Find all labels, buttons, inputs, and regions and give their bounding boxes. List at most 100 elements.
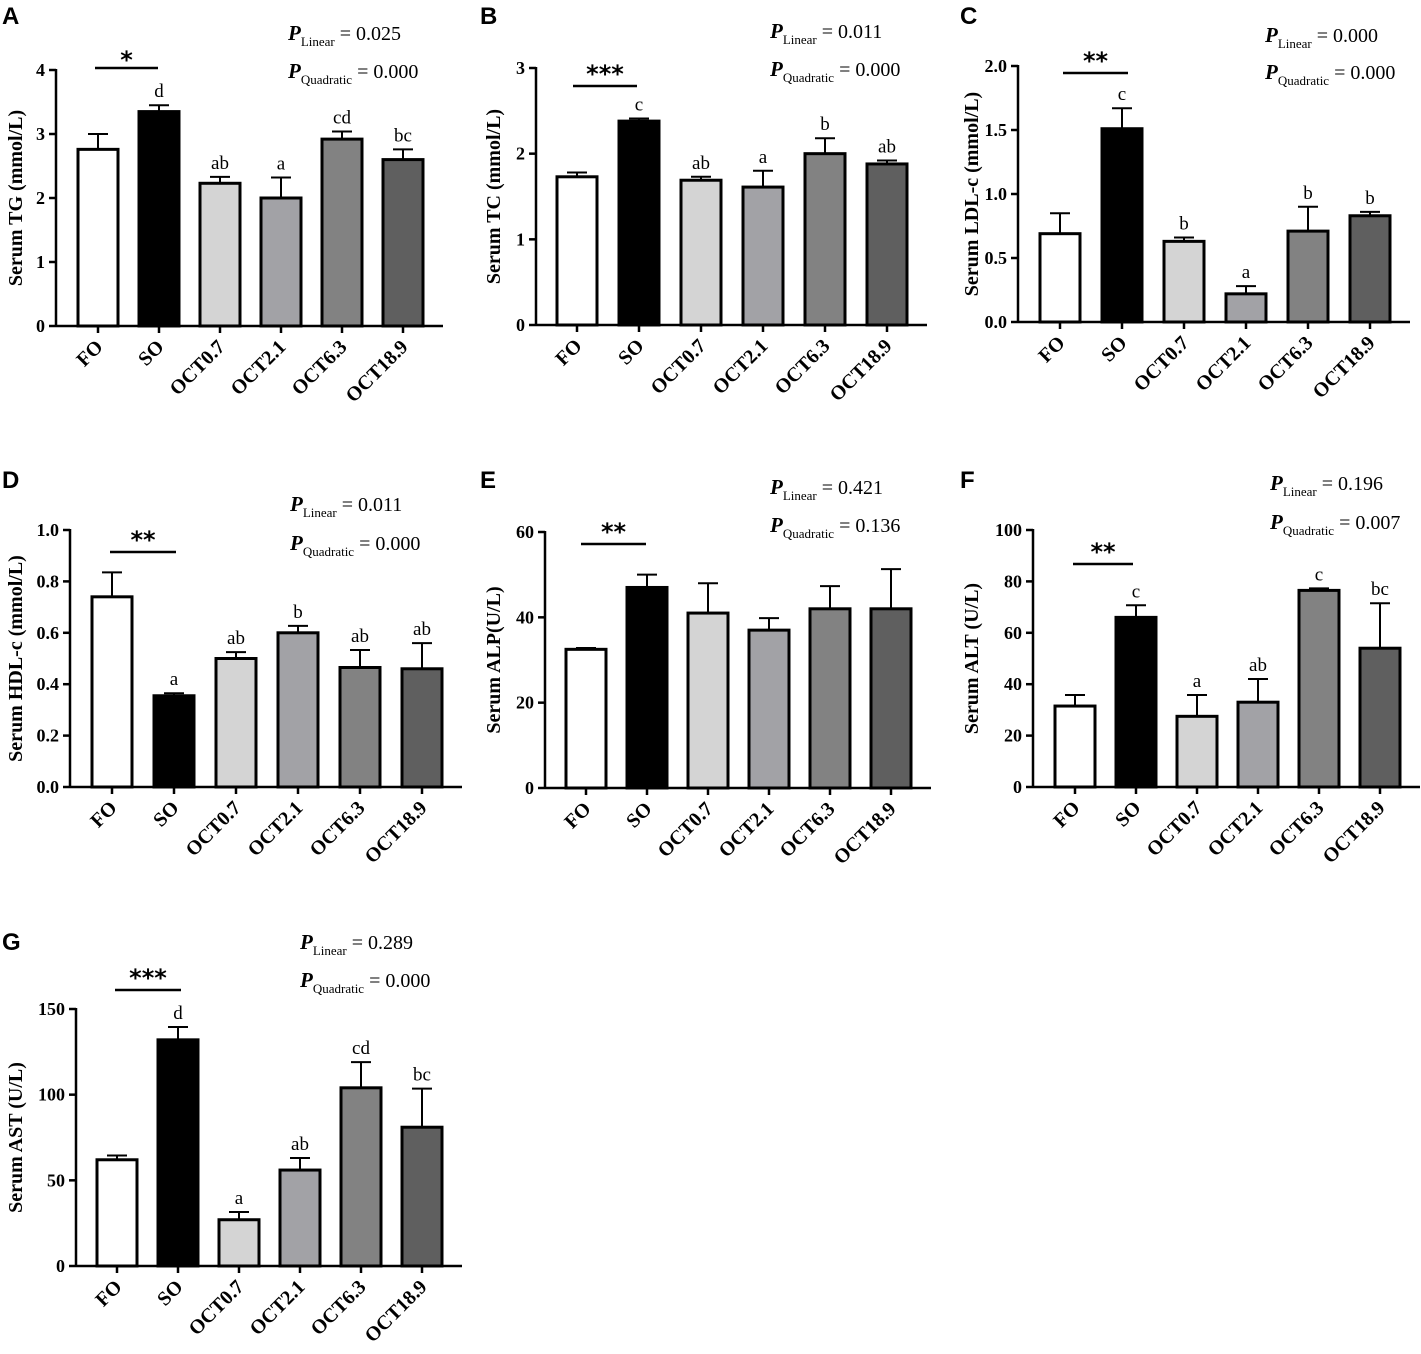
y-tick-label: 1 [516, 229, 525, 249]
bar-oct0-7 [198, 181, 242, 328]
bar-oct0-7 [679, 178, 723, 327]
bar-oct18-9 [400, 1125, 444, 1268]
sig-letter-oct2-1: a [759, 147, 768, 168]
bar-oct18-9 [1348, 214, 1392, 324]
sig-letter-oct0-7: b [1179, 214, 1189, 235]
y-tick-label: 1 [36, 252, 45, 272]
sig-letter-so: d [154, 81, 164, 102]
y-tick-label: 0.2 [37, 726, 60, 746]
significance-stars: ** [601, 518, 627, 546]
significance-stars: *** [129, 964, 167, 992]
x-category-label: OCT0.7 [647, 335, 711, 399]
panel-label-d: D [2, 467, 19, 494]
y-tick-label: 150 [38, 999, 65, 1019]
sig-letter-oct2-1: ab [291, 1134, 309, 1155]
bar-oct6-3 [320, 137, 364, 328]
p-quadratic-value: PQuadratic = 0.000 [769, 57, 900, 85]
y-axis-label: Serum TG (mmol/L) [5, 110, 27, 286]
x-category-label: OCT6.3 [306, 797, 370, 861]
p-quadratic-value: PQuadratic = 0.000 [299, 968, 430, 996]
x-category-label: FO [551, 335, 586, 370]
sig-letter-oct6-3: b [820, 114, 830, 135]
significance-stars: ** [1083, 47, 1109, 75]
sig-letter-oct18-9: b [1365, 188, 1375, 209]
panel-label-a: A [2, 3, 19, 30]
p-quadratic-value: PQuadratic = 0.007 [1269, 510, 1400, 538]
x-category-label: OCT18.9 [361, 797, 432, 868]
panel-a: A 0 1 2 3 4 Serum TG (mmol/L) FO d SO ab OCT0.7 a OCT… [2, 3, 443, 407]
bar-oct18-9 [400, 667, 444, 789]
bar-fo [1038, 232, 1082, 324]
x-category-label: OCT2.1 [227, 336, 291, 400]
sig-letter-oct6-3: ab [351, 626, 369, 647]
y-tick-label: 100 [38, 1085, 65, 1105]
x-category-label: SO [153, 1276, 187, 1310]
sig-letter-oct6-3: c [1315, 564, 1323, 585]
panel-label-g: G [2, 929, 21, 956]
x-category-label: OCT18.9 [342, 336, 413, 407]
y-tick-label: 0 [525, 778, 534, 798]
bar-oct2-1 [259, 196, 303, 328]
bar-oct0-7 [686, 611, 730, 790]
bar-oct0-7 [214, 657, 258, 789]
x-category-label: SO [614, 335, 648, 369]
y-tick-label: 0 [1013, 777, 1022, 797]
significance-stars: ** [130, 526, 156, 554]
x-category-label: SO [149, 797, 183, 831]
bar-oct2-1 [278, 1168, 322, 1268]
y-tick-label: 100 [995, 520, 1022, 540]
y-tick-label: 0.8 [37, 571, 60, 591]
x-category-label: FO [1034, 332, 1069, 367]
y-tick-label: 0 [516, 315, 525, 335]
panel-label-f: F [960, 467, 975, 494]
bar-oct6-3 [338, 665, 382, 789]
y-tick-label: 2.0 [985, 56, 1008, 76]
bar-fo [1053, 704, 1097, 789]
x-category-label: OCT2.1 [246, 1276, 310, 1340]
bar-fo [90, 595, 134, 789]
y-tick-label: 0.4 [37, 674, 60, 694]
x-category-label: FO [86, 797, 121, 832]
y-tick-label: 40 [1004, 674, 1022, 694]
y-tick-label: 0.0 [985, 312, 1008, 332]
y-tick-label: 1.5 [985, 120, 1008, 140]
y-tick-label: 1.0 [37, 520, 60, 540]
bar-fo [95, 1158, 139, 1268]
x-category-label: OCT18.9 [1319, 797, 1390, 868]
x-category-label: OCT6.3 [1254, 332, 1318, 396]
x-category-label: OCT6.3 [771, 335, 835, 399]
x-category-label: OCT0.7 [1143, 797, 1207, 861]
bar-oct0-7 [1175, 714, 1219, 789]
sig-letter-oct18-9: bc [1371, 579, 1389, 600]
p-linear-value: PLinear = 0.000 [1264, 23, 1378, 51]
sig-letter-oct6-3: cd [352, 1038, 370, 1059]
significance-stars: * [120, 46, 133, 74]
y-tick-label: 0 [36, 316, 45, 336]
x-category-label: OCT0.7 [654, 798, 718, 862]
x-category-label: FO [72, 336, 107, 371]
panel-b: B 0 1 2 3 Serum TC (mmol/L) FO c SO ab OCT0.7 a OCT2… [480, 3, 927, 406]
panel-label-e: E [480, 467, 496, 494]
y-tick-label: 3 [36, 124, 45, 144]
sig-letter-oct6-3: cd [333, 107, 351, 128]
p-quadratic-value: PQuadratic = 0.000 [287, 59, 418, 87]
sig-letter-oct2-1: b [293, 602, 303, 623]
p-linear-value: PLinear = 0.011 [289, 492, 402, 520]
sig-letter-so: c [1118, 84, 1126, 105]
y-axis-label: Serum TC (mmol/L) [483, 109, 505, 284]
y-tick-label: 50 [47, 1170, 65, 1190]
bar-oct0-7 [217, 1218, 261, 1268]
sig-letter-so: c [635, 95, 643, 116]
y-tick-label: 60 [516, 522, 534, 542]
bar-oct2-1 [1236, 700, 1280, 789]
sig-letter-oct2-1: ab [1249, 655, 1267, 676]
x-category-label: OCT2.1 [1204, 797, 1268, 861]
x-category-label: FO [91, 1276, 126, 1311]
bar-fo [564, 647, 608, 790]
bar-so [152, 694, 196, 789]
x-category-label: FO [560, 798, 595, 833]
y-tick-label: 80 [1004, 571, 1022, 591]
sig-letter-oct0-7: ab [211, 153, 229, 174]
sig-letter-oct2-1: a [1242, 262, 1251, 283]
